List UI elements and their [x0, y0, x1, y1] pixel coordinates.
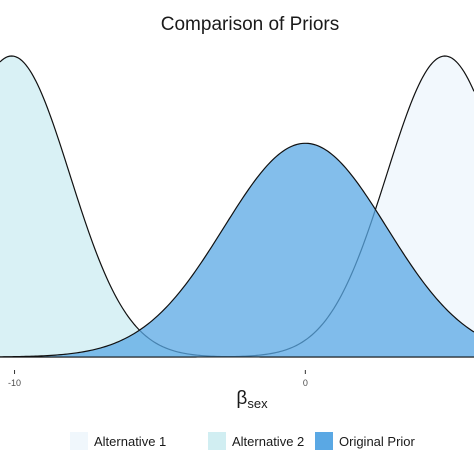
legend-swatch-alternative-2 — [208, 432, 226, 450]
x-axis: -10 0 — [8, 370, 308, 388]
legend-label-alternative-2: Alternative 2 — [232, 434, 304, 449]
legend-label-alternative-1: Alternative 1 — [94, 434, 166, 449]
x-axis-label: βsex — [236, 388, 268, 411]
legend-label-original-prior: Original Prior — [339, 434, 416, 449]
x-tick-label: -10 — [8, 378, 21, 388]
density-area-alternative-2 — [0, 56, 474, 357]
legend-swatch-original-prior — [315, 432, 333, 450]
legend-swatch-alternative-1 — [70, 432, 88, 450]
density-area-original-prior — [0, 143, 474, 357]
x-axis-symbol: β — [236, 388, 247, 409]
x-axis-subscript: sex — [247, 396, 268, 411]
legend: Alternative 1 Alternative 2 Original Prior — [70, 432, 416, 450]
x-tick-label: 0 — [303, 378, 308, 388]
chart-title: Comparison of Priors — [161, 14, 339, 35]
density-curves — [0, 55, 474, 358]
density-line-original-prior — [0, 142, 474, 358]
